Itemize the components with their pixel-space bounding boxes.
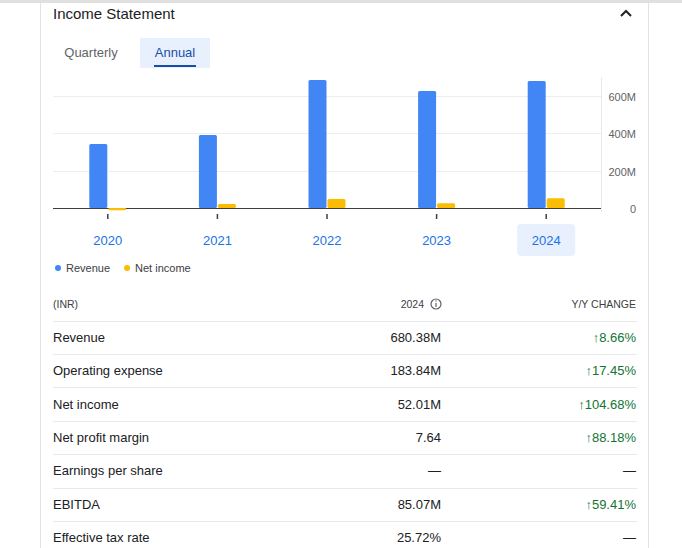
row-value: 52.01M	[398, 397, 441, 412]
info-icon[interactable]	[431, 299, 441, 309]
table-header: (INR)	[53, 298, 78, 310]
row-label: Revenue	[53, 330, 105, 345]
grid-line	[53, 133, 601, 134]
row-change: ↑88.18%	[585, 430, 636, 445]
y-tick-label: 600M	[608, 91, 636, 103]
bar	[108, 208, 126, 210]
row-label: Effective tax rate	[53, 530, 150, 545]
x-tick	[217, 214, 219, 219]
title: Income Statement	[53, 5, 176, 22]
row-value: 85.07M	[398, 497, 441, 512]
row-separator	[53, 521, 637, 522]
y-axis-range-line	[601, 77, 602, 211]
table-header: Y/Y CHANGE	[571, 298, 636, 310]
bar	[418, 91, 436, 208]
bar	[547, 198, 565, 208]
row-value: —	[428, 463, 441, 478]
tab[interactable]: Quarterly	[64, 45, 118, 60]
info-icon	[435, 303, 436, 307]
top-shadow	[0, 0, 682, 3]
grid-line	[53, 171, 601, 172]
row-value: 25.72%	[397, 530, 442, 545]
row-value: 7.64	[416, 430, 441, 445]
grid-line	[53, 96, 601, 97]
x-tick	[107, 214, 109, 219]
legend-swatch	[124, 265, 130, 271]
bar	[89, 144, 107, 208]
bar	[199, 135, 217, 208]
page: Income Statement Quarterly Annual 0 200M 400M…	[0, 0, 682, 548]
row-label: EBITDA	[53, 497, 100, 512]
tab-label: Quarterly	[64, 45, 118, 60]
x-tick	[545, 214, 547, 219]
tab[interactable]: Annual	[140, 38, 210, 68]
x-tick	[436, 214, 438, 219]
legend-label: Net income	[135, 262, 191, 274]
y-tick-label: 0	[630, 203, 636, 215]
row-change: —	[623, 463, 636, 478]
row-change: ↑17.45%	[585, 363, 636, 378]
x-tick-label[interactable]: 2021	[203, 233, 232, 248]
row-change: ↑8.66%	[593, 330, 637, 345]
info-icon	[435, 300, 436, 301]
y-tick-label: 400M	[608, 128, 636, 140]
row-separator	[53, 354, 637, 355]
card-border	[648, 3, 649, 548]
legend-swatch	[55, 265, 61, 271]
bar	[328, 199, 346, 208]
legend-label: Revenue	[66, 262, 110, 274]
tab-underline	[154, 65, 196, 67]
bar	[437, 203, 455, 208]
row-label: Net income	[53, 397, 119, 412]
x-tick-label[interactable]: 2020	[93, 233, 122, 248]
row-separator	[53, 421, 637, 422]
row-separator	[53, 454, 637, 455]
row-separator	[53, 488, 637, 489]
bar	[218, 204, 236, 208]
x-label-highlight	[517, 224, 575, 256]
tab-selected-bg	[140, 38, 210, 68]
collapse-chevron[interactable]	[621, 11, 631, 16]
bars	[89, 80, 564, 210]
x-tick	[326, 214, 328, 219]
row-separator	[53, 387, 637, 388]
x-tick-label[interactable]: 2023	[422, 233, 451, 248]
y-tick-label: 200M	[608, 166, 636, 178]
row-change: —	[623, 530, 636, 545]
bar	[309, 80, 327, 208]
tab-label: Annual	[155, 45, 196, 60]
grid-line	[53, 208, 601, 209]
row-label: Earnings per share	[53, 463, 163, 478]
row-value: 183.84M	[390, 363, 441, 378]
bar	[528, 81, 546, 208]
row-change: ↑104.68%	[578, 397, 636, 412]
row-value: 680.38M	[390, 330, 441, 345]
row-label: Net profit margin	[53, 430, 149, 445]
row-change: ↑59.41%	[585, 497, 636, 512]
x-tick-label[interactable]: 2024	[532, 233, 561, 248]
row-label: Operating expense	[53, 363, 163, 378]
table-header: 2024	[401, 298, 425, 310]
x-tick-label[interactable]: 2022	[313, 233, 342, 248]
card-border	[40, 3, 41, 548]
row-separator	[53, 321, 637, 322]
